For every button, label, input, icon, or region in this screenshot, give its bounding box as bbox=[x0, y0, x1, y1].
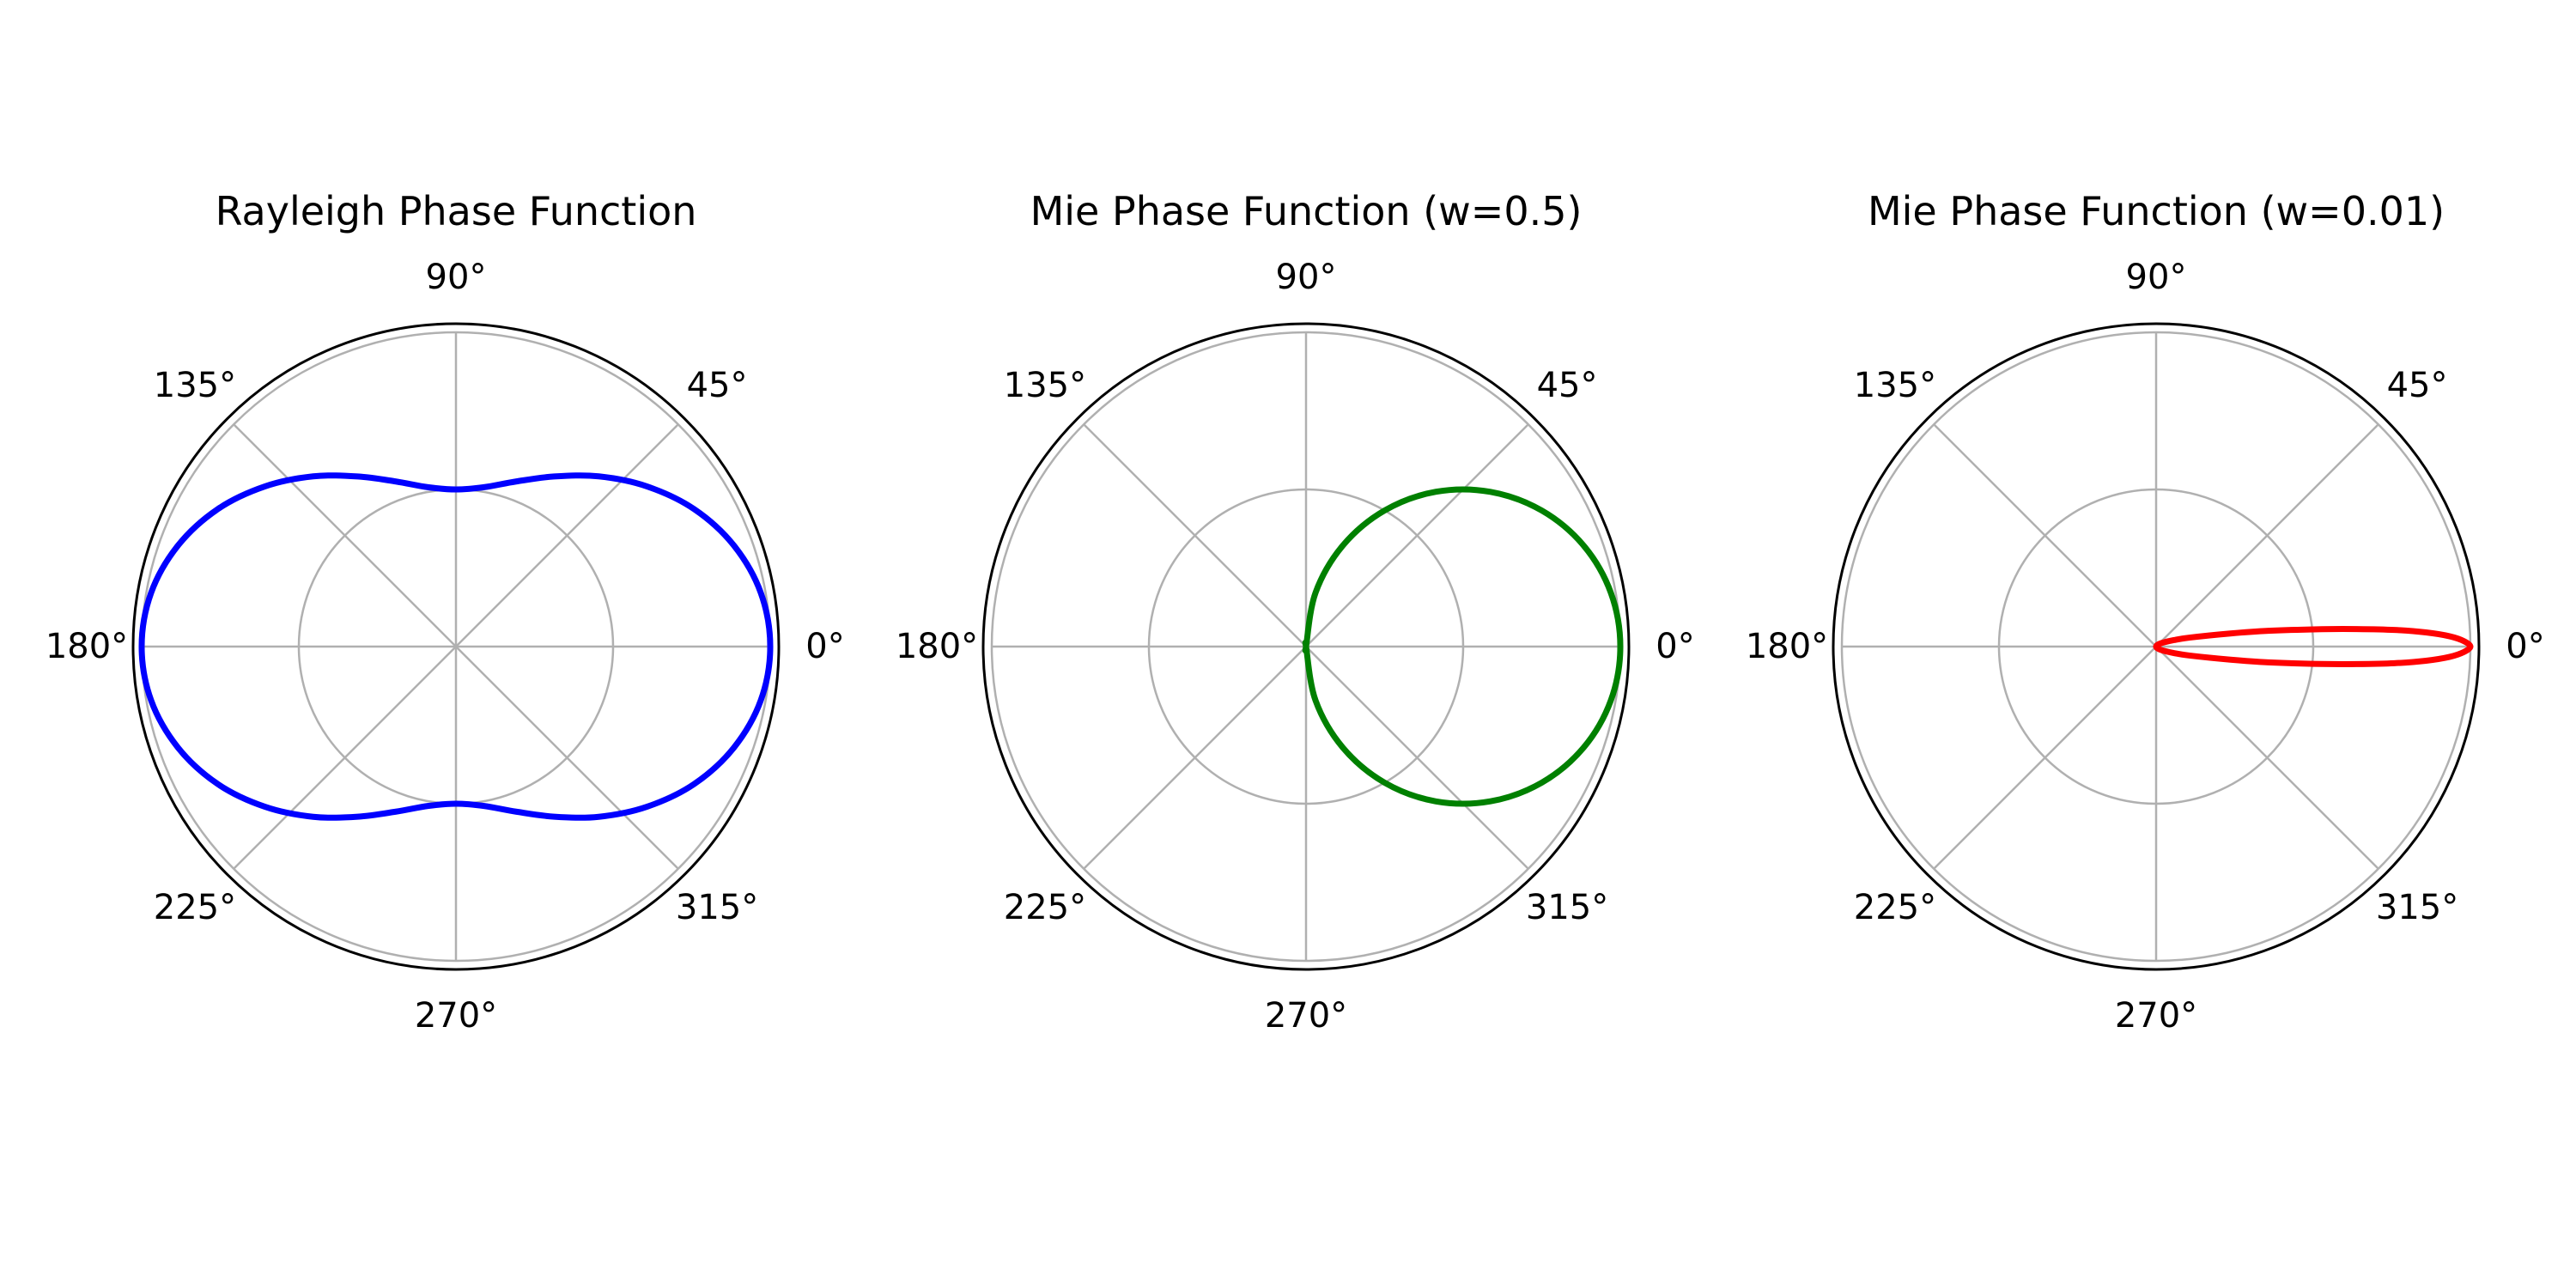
angle-tick-label: 90° bbox=[2126, 258, 2187, 297]
panel-title: Mie Phase Function (w=0.01) bbox=[1868, 188, 2445, 234]
angle-tick-label: 45° bbox=[2387, 366, 2448, 405]
angle-tick-label: 180° bbox=[1746, 627, 1828, 666]
angular-gridline bbox=[2155, 423, 2379, 647]
angle-tick-label: 180° bbox=[896, 627, 978, 666]
angular-gridline bbox=[1305, 423, 1529, 647]
angular-gridline bbox=[1933, 646, 2157, 870]
angular-gridline bbox=[2155, 646, 2379, 870]
angle-tick-label: 270° bbox=[415, 996, 497, 1036]
polar-panel-rayleigh: Rayleigh Phase Function 0° 45° 90° 135° 180°… bbox=[46, 188, 845, 1036]
angle-tick-label: 0° bbox=[805, 627, 844, 666]
polar-frame bbox=[981, 322, 1631, 971]
panel-title: Mie Phase Function (w=0.5) bbox=[1030, 188, 1583, 234]
polar-panel-mie-w-0-5: Mie Phase Function (w=0.5) 0° 45° 90° 135° 1… bbox=[896, 188, 1695, 1036]
angular-gridline bbox=[233, 423, 457, 647]
angular-gridline bbox=[1083, 423, 1307, 647]
angle-tick-label: 315° bbox=[1526, 888, 1608, 927]
angle-tick-label: 225° bbox=[1004, 888, 1086, 927]
angle-tick-label: 135° bbox=[1854, 366, 1936, 405]
polar-frame bbox=[131, 322, 781, 971]
angular-gridline bbox=[1933, 423, 2157, 647]
angular-gridline bbox=[1305, 646, 1529, 870]
angle-tick-label: 135° bbox=[1004, 366, 1086, 405]
angle-tick-label: 90° bbox=[1276, 258, 1337, 297]
panel-title: Rayleigh Phase Function bbox=[216, 188, 697, 234]
angle-tick-label: 270° bbox=[1265, 996, 1347, 1036]
polar-frame bbox=[1832, 322, 2481, 971]
angular-gridline bbox=[455, 423, 679, 647]
angle-tick-label: 45° bbox=[687, 366, 748, 405]
angle-tick-label: 225° bbox=[1854, 888, 1936, 927]
angle-tick-label: 0° bbox=[2506, 627, 2544, 666]
angular-gridline bbox=[455, 646, 679, 870]
phase-function-curve bbox=[1302, 486, 1624, 807]
phase-function-curve bbox=[138, 472, 774, 821]
angle-tick-label: 180° bbox=[46, 627, 128, 666]
angular-gridline bbox=[233, 646, 457, 870]
angular-gridline bbox=[1083, 646, 1307, 870]
angle-tick-label: 315° bbox=[676, 888, 758, 927]
angle-tick-label: 90° bbox=[426, 258, 487, 297]
angle-tick-label: 225° bbox=[154, 888, 236, 927]
angle-tick-label: 135° bbox=[154, 366, 236, 405]
angle-tick-label: 315° bbox=[2376, 888, 2458, 927]
phase-function-curve bbox=[2153, 625, 2474, 668]
angle-tick-label: 0° bbox=[1656, 627, 1694, 666]
polar-panel-mie-w-0-01: Mie Phase Function (w=0.01) 0° 45° 90° 135°… bbox=[1746, 188, 2545, 1036]
angle-tick-label: 270° bbox=[2115, 996, 2197, 1036]
angle-tick-label: 45° bbox=[1537, 366, 1598, 405]
